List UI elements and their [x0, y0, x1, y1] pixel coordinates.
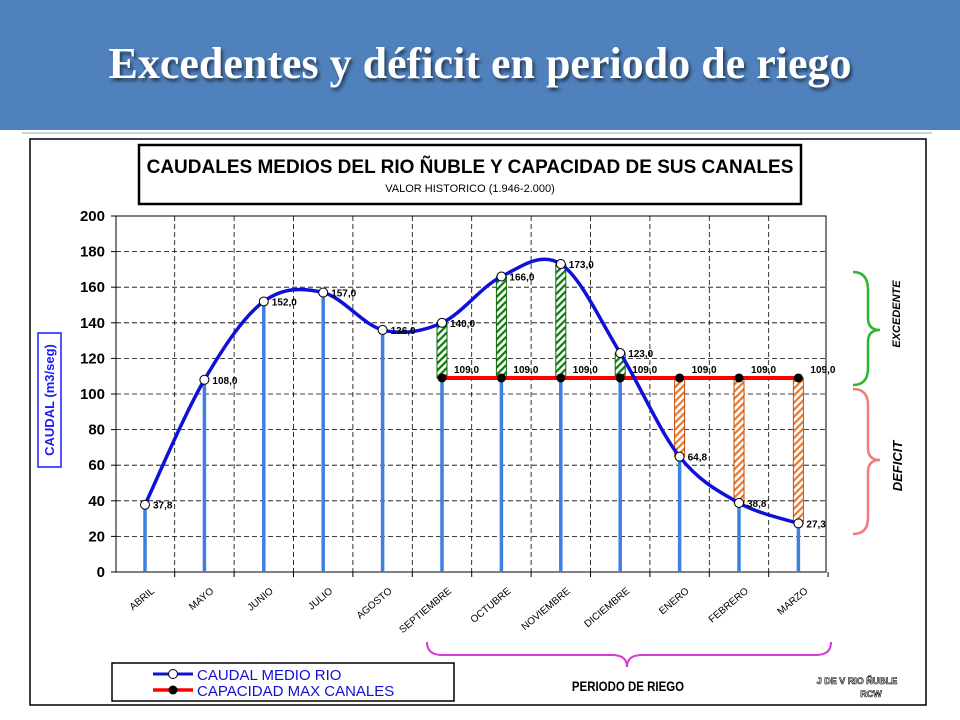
legend-capacity-marker — [168, 685, 178, 695]
deficit-bar — [733, 377, 745, 504]
surplus-label: EXCEDENTE — [891, 280, 903, 348]
flow-point — [793, 518, 804, 529]
flow-point — [437, 317, 447, 328]
point-markers — [140, 259, 804, 529]
y-axis-label: CAUDAL (m3/seg) — [42, 344, 57, 456]
flow-point — [258, 296, 269, 307]
capacity-point — [556, 373, 566, 383]
flow-point — [318, 287, 329, 298]
flow-point — [140, 499, 150, 510]
y-tick-label: 120 — [80, 350, 105, 367]
flow-data-label: 108,0 — [212, 376, 237, 387]
chart-title-box: CAUDALES MEDIOS DEL RIO ÑUBLE Y CAPACIDA… — [137, 143, 803, 206]
capacity-data-label: 109,0 — [573, 365, 598, 376]
slide-header: Excedentes y déficit en periodo de riego — [0, 0, 960, 130]
surplus-bar — [436, 322, 448, 379]
y-tick-label: 40 — [88, 493, 105, 510]
legend-flow-marker — [168, 669, 178, 679]
y-tick-label: 180 — [80, 244, 105, 261]
flow-point — [496, 271, 507, 282]
deficit-bar — [792, 377, 804, 524]
capacity-data-label: 109,0 — [454, 365, 479, 376]
capacity-data-label: 109,0 — [810, 365, 835, 376]
capacity-point — [615, 373, 625, 383]
flow-data-label: 173,0 — [569, 260, 594, 271]
flow-data-label: 27,3 — [806, 519, 826, 530]
capacity-data-label: 109,0 — [692, 365, 717, 376]
flow-data-label: 136,0 — [391, 326, 416, 337]
flow-point — [734, 497, 744, 508]
legend-flow-label: CAUDAL MEDIO RIO — [197, 667, 341, 684]
flow-point — [199, 374, 210, 385]
credit-line-1: J DE V RIO ÑUBLE — [817, 676, 898, 686]
capacity-data-label: 109,0 — [632, 365, 657, 376]
capacity-point — [734, 373, 744, 383]
flow-point — [615, 348, 626, 359]
y-tick-label: 100 — [80, 386, 105, 403]
deficit-brace: DEFICIT — [852, 387, 905, 536]
capacity-point — [793, 373, 803, 383]
y-axis-ticks: 0 20 40 60 80 100 120 140 160 180 200 — [80, 208, 116, 581]
flow-point — [674, 451, 685, 462]
drop-lines — [143, 264, 801, 572]
y-tick-label: 60 — [88, 457, 105, 474]
y-axis-label-box: CAUDAL (m3/seg) — [37, 332, 62, 468]
irrigation-period-brace: PERIODO DE RIEGO — [426, 641, 832, 694]
legend-capacity-label: CAPACIDAD MAX CANALES — [197, 683, 394, 700]
surplus-brace: EXCEDENTE — [852, 270, 903, 387]
flow-data-label: 37,8 — [153, 501, 173, 512]
flow-point — [377, 324, 388, 335]
slide-title: Excedentes y déficit en periodo de riego — [108, 39, 852, 88]
surplus-bar — [555, 263, 567, 379]
capacity-point — [496, 373, 506, 383]
capacity-data-label: 109,0 — [513, 365, 538, 376]
credit: J DE V RIO ÑUBLE RCW — [816, 676, 898, 700]
y-tick-label: 140 — [80, 315, 105, 332]
flow-point — [555, 259, 566, 270]
deficit-bar — [674, 377, 686, 458]
capacity-point — [437, 373, 447, 383]
chart-subtitle: VALOR HISTORICO (1.946-2.000) — [385, 183, 555, 195]
y-tick-label: 200 — [80, 208, 105, 225]
chart-title: CAUDALES MEDIOS DEL RIO ÑUBLE Y CAPACIDA… — [147, 156, 794, 178]
flow-data-label: 157,0 — [331, 289, 356, 300]
flow-data-label: 152,0 — [272, 297, 297, 308]
irrigation-period-label: PERIODO DE RIEGO — [572, 678, 684, 694]
capacity-point — [675, 373, 685, 383]
data-labels: 37,8 108,0 152,0 157,0 136,0 140,0 166,0 173,0 1… — [153, 260, 836, 530]
flow-data-label: 123,0 — [628, 349, 653, 360]
legend: CAUDAL MEDIO RIO CAPACIDAD MAX CANALES — [111, 662, 455, 702]
flow-data-label: 64,8 — [688, 453, 708, 464]
header-divider — [22, 132, 932, 134]
y-tick-label: 20 — [88, 528, 105, 545]
y-tick-label: 80 — [88, 422, 105, 439]
flow-data-label: 166,0 — [509, 273, 534, 284]
surplus-bar — [495, 276, 507, 379]
deficit-label: DEFICIT — [890, 440, 905, 492]
grid — [116, 216, 826, 572]
credit-line-2: RCW — [860, 689, 882, 699]
flow-data-label: 140,0 — [450, 319, 475, 330]
flow-data-label: 38,8 — [747, 499, 767, 510]
capacity-data-label: 109,0 — [751, 365, 776, 376]
y-tick-label: 0 — [97, 564, 105, 581]
y-tick-label: 160 — [80, 279, 105, 296]
